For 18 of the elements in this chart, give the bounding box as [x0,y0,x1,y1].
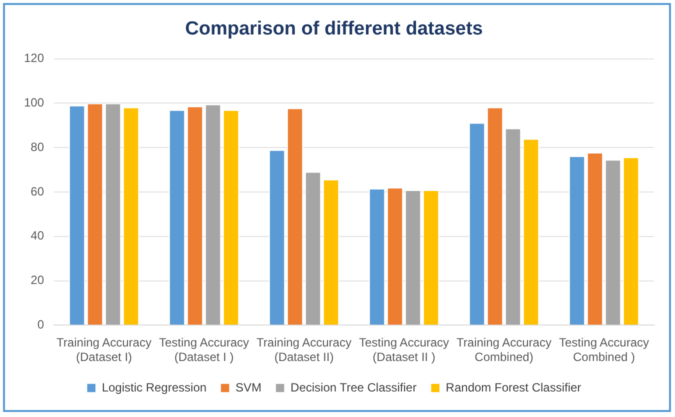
legend-label: Logistic Regression [102,380,207,394]
x-tick-label: Testing Accuracy Combined ) [558,336,650,364]
x-tick-label: Testing Accuracy (Dataset II ) [358,336,450,364]
y-tick-label: 20 [30,273,44,288]
y-tick-label: 0 [37,318,44,332]
y-tick-label: 100 [24,96,44,110]
legend-label: Decision Tree Classifier [290,380,417,394]
legend-label: SVM [236,380,262,394]
x-tick-label: Training Accuracy (Dataset I) [56,336,152,364]
x-tick-label: Training Accuracy (Dataset II) [256,336,352,364]
y-tick-label: 40 [30,228,44,243]
y-tick-label: 120 [24,51,44,66]
x-tick-label: Training Accuracy Combined) [456,336,552,364]
legend-label: Random Forest Classifier [446,380,582,394]
x-tick-label: Testing Accuracy (Dataset I ) [158,336,250,364]
y-tick-label: 60 [30,184,44,198]
chart-title: Comparison of different datasets [185,18,483,40]
y-tick-label: 80 [30,140,44,154]
